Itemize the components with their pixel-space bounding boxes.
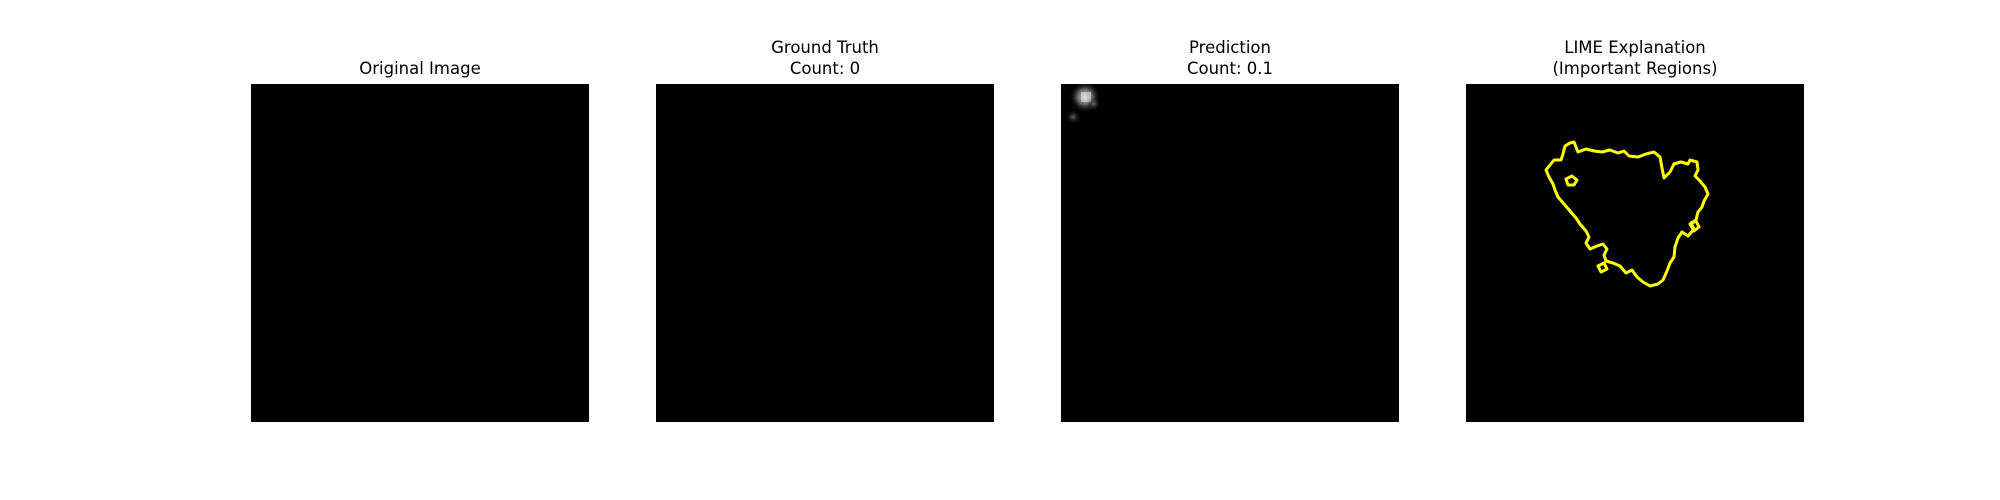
title-line-1: Original Image (359, 59, 481, 78)
panel-title: Original Image (251, 58, 589, 79)
panel-ground-truth: Ground Truth Count: 0 (656, 0, 994, 500)
title-line-1: LIME Explanation (1564, 38, 1706, 57)
lime-contour-inner-loop-1 (1564, 174, 1579, 187)
panel-lime-explanation: LIME Explanation (Important Regions) (1466, 0, 1804, 500)
lime-overlay (1544, 140, 1710, 288)
hotspot-glow-tertiary (1087, 97, 1101, 111)
panel-prediction: Prediction Count: 0.1 (1061, 0, 1399, 500)
lime-contour-inner-loop-3 (1596, 261, 1609, 274)
title-line-1: Ground Truth (771, 38, 879, 57)
prediction-density-map (1061, 84, 1399, 422)
panel-title: LIME Explanation (Important Regions) (1466, 37, 1804, 79)
panel-original-image: Original Image (251, 0, 589, 500)
hotspot-glow-secondary (1065, 109, 1081, 125)
lime-region-contour (1544, 140, 1710, 288)
lime-contour-inner-loop-2 (1688, 219, 1701, 233)
lime-explanation-image (1466, 84, 1804, 422)
title-line-2: (Important Regions) (1552, 59, 1718, 78)
prediction-hotspot-layer (1065, 84, 1101, 125)
panel-title: Ground Truth Count: 0 (656, 37, 994, 79)
title-line-1: Prediction (1189, 38, 1271, 57)
ground-truth-density-map (656, 84, 994, 422)
panel-title: Prediction Count: 0.1 (1061, 37, 1399, 79)
title-line-2: Count: 0.1 (1186, 59, 1274, 78)
original-image (251, 84, 589, 422)
title-line-2: Count: 0 (789, 59, 861, 78)
